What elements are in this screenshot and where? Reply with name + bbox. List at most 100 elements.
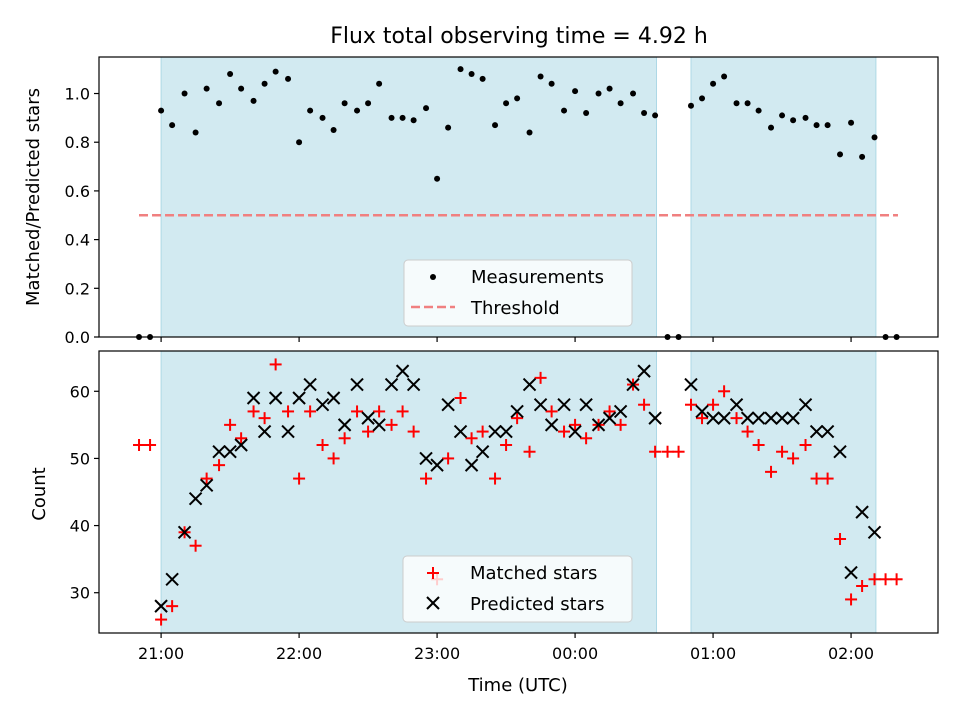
x-tick-label: 21:00 <box>138 644 184 663</box>
x-tick-label: 01:00 <box>690 644 736 663</box>
predicted-stars-points <box>154 364 882 613</box>
measurement-point <box>802 114 809 121</box>
matched-star-point <box>672 445 685 458</box>
measurement-point <box>526 129 533 136</box>
measurement-point <box>871 134 878 141</box>
measurement-point <box>388 114 395 121</box>
top-plot-frame <box>98 56 939 338</box>
predicted-star-point <box>326 391 341 405</box>
measurement-point <box>341 100 348 107</box>
measurement-point <box>779 112 786 119</box>
matched-star-point <box>810 472 823 485</box>
shaded-interval-1 <box>690 350 877 634</box>
matched-star-point <box>327 452 340 465</box>
measurements-points <box>136 66 900 340</box>
matched-star-point <box>684 398 697 411</box>
matched-star-point <box>638 398 651 411</box>
matched-star-point <box>442 452 455 465</box>
matched-star-point <box>730 412 743 425</box>
predicted-star-point <box>292 391 306 405</box>
predicted-star-point <box>591 418 606 432</box>
measurement-point <box>617 100 624 107</box>
matched-star-point <box>396 405 409 418</box>
legend-measurements-marker <box>430 274 436 280</box>
measurement-point <box>319 114 326 121</box>
measurement-point <box>699 95 706 102</box>
bottom-legend-box <box>402 555 633 623</box>
predicted-star-point <box>648 411 662 425</box>
predicted-star-point <box>234 438 248 452</box>
predicted-star-point <box>430 458 444 472</box>
measurement-point <box>285 75 292 82</box>
measurement-point <box>158 107 165 114</box>
matched-star-point <box>476 425 489 438</box>
measurement-point <box>733 100 740 107</box>
measurement-point <box>687 102 694 109</box>
matched-star-point <box>534 371 547 384</box>
matched-star-point <box>362 425 375 438</box>
matched-star-point <box>856 580 869 592</box>
predicted-star-point <box>706 411 720 425</box>
matched-star-point <box>558 425 571 438</box>
measurement-point <box>272 68 279 75</box>
matched-star-point <box>385 418 398 431</box>
matched-star-point <box>580 432 593 445</box>
matched-star-point <box>821 472 834 485</box>
measurement-point <box>514 95 521 102</box>
matched-star-point <box>868 573 881 586</box>
matched-star-point <box>420 472 433 485</box>
y-tick-label: 0.8 <box>65 133 90 152</box>
predicted-star-point <box>395 364 410 378</box>
predicted-star-point <box>337 418 352 432</box>
predicted-star-point <box>775 411 789 425</box>
matched-star-point <box>787 452 800 465</box>
matched-star-point <box>189 539 202 552</box>
y-tick-label: 0.4 <box>65 231 90 250</box>
measurement-point <box>859 153 866 160</box>
predicted-star-point <box>820 424 835 439</box>
predicted-star-point <box>499 424 513 439</box>
matched-star-point <box>890 573 903 586</box>
predicted-star-point <box>637 364 651 378</box>
matched-star-point <box>373 405 386 418</box>
measurement-point <box>630 90 637 97</box>
measurement-point <box>365 100 372 107</box>
y-tick-label: 0.6 <box>65 182 90 201</box>
top-x-ticks <box>160 337 852 342</box>
measurement-point <box>250 97 257 104</box>
legend-threshold-label: Threshold <box>470 298 560 319</box>
matched-star-point <box>765 465 778 478</box>
matched-star-point <box>293 472 306 485</box>
predicted-star-point <box>154 599 168 613</box>
measurement-point <box>399 114 406 121</box>
matched-star-point <box>235 432 248 445</box>
matched-star-point <box>407 425 420 438</box>
measurement-point <box>744 100 751 107</box>
x-tick-label: 22:00 <box>276 644 322 663</box>
predicted-star-point <box>867 525 882 539</box>
y-tick-label: 1.0 <box>65 85 90 104</box>
x-tick-label: 02:00 <box>828 644 874 663</box>
measurement-point <box>813 122 820 129</box>
matched-star-point <box>603 405 616 418</box>
measurement-point <box>755 107 762 114</box>
predicted-star-point <box>533 398 548 412</box>
predicted-star-point <box>557 398 571 412</box>
predicted-star-point <box>441 398 455 412</box>
predicted-star-point <box>406 377 421 392</box>
predicted-star-point <box>751 411 766 425</box>
predicted-star-point <box>786 411 800 425</box>
bottom-legend: Matched stars Predicted stars <box>402 555 633 623</box>
measurement-point <box>479 75 486 82</box>
top-legend: Measurements Threshold <box>403 259 633 327</box>
predicted-star-point <box>809 424 824 439</box>
measurement-point <box>768 124 775 131</box>
matched-star-point <box>649 445 662 458</box>
legend-measurements-label: Measurements <box>471 267 604 288</box>
measurement-point <box>216 100 223 107</box>
top-panel: Flux total observing time = 4.92 h 0.00.… <box>23 24 939 347</box>
legend-matched-label: Matched stars <box>470 563 597 584</box>
matched-star-point <box>200 472 213 485</box>
matched-star-point <box>569 418 582 431</box>
